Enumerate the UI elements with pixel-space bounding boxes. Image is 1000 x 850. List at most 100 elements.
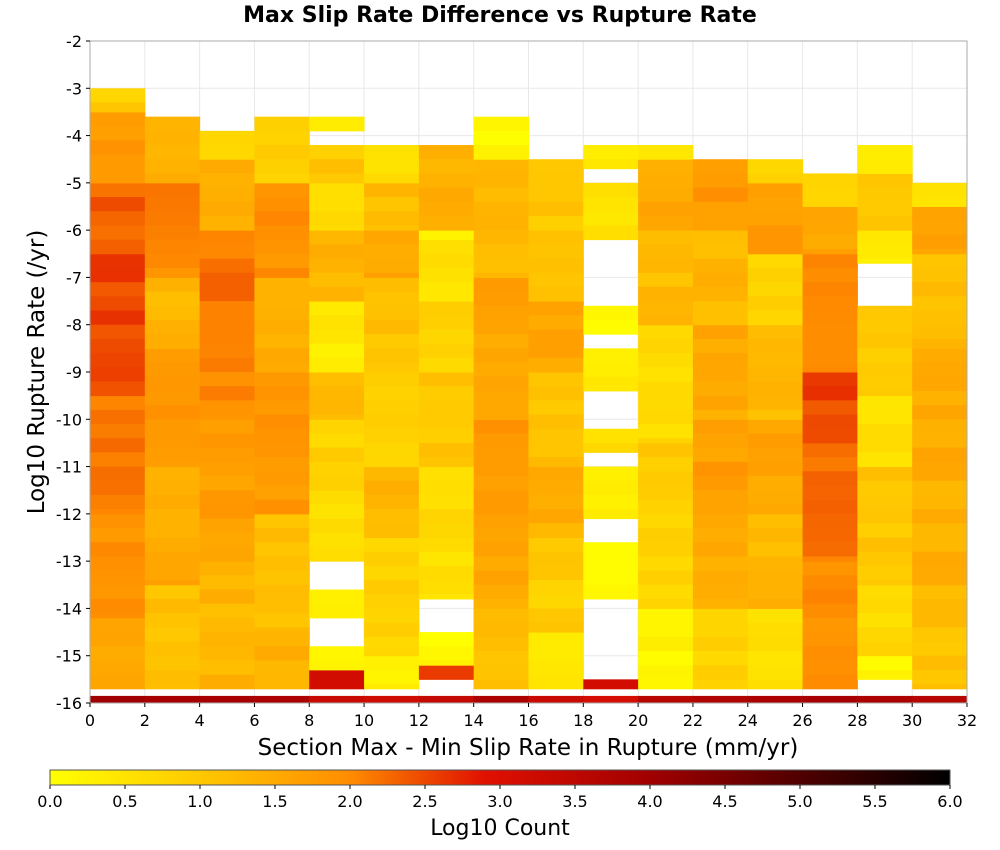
heatmap-cell: [144, 551, 201, 567]
heatmap-cell: [747, 622, 804, 638]
heatmap-cell: [857, 509, 913, 524]
heatmap-cell: [144, 319, 201, 335]
heatmap-cell: [144, 447, 201, 463]
heatmap-cell: [528, 258, 584, 274]
heatmap-cell: [473, 650, 529, 666]
heatmap-cell: [199, 159, 255, 174]
heatmap-cell: [802, 428, 858, 444]
heatmap-cell: [309, 490, 365, 505]
heatmap-cell: [309, 695, 365, 703]
heatmap-cell: [144, 116, 201, 132]
colorbar-tick-label: 4.5: [712, 792, 737, 811]
heatmap-cell: [418, 315, 475, 330]
heatmap-cell: [857, 466, 913, 482]
heatmap-cell: [802, 201, 858, 207]
heatmap-cell: [418, 480, 475, 496]
heatmap-cell: [583, 197, 639, 212]
heatmap-cell: [90, 660, 146, 676]
heatmap-cell: [90, 613, 146, 619]
heatmap-cell: [90, 424, 146, 439]
heatmap-cell: [857, 565, 913, 581]
heatmap-cell: [528, 608, 584, 624]
heatmap-cell: [747, 513, 804, 529]
heatmap-cell: [912, 695, 968, 703]
heatmap-cell: [473, 679, 529, 690]
heatmap-cell: [364, 334, 420, 349]
heatmap-cell: [144, 291, 201, 307]
heatmap-cell: [692, 258, 749, 274]
heatmap-cell: [254, 277, 310, 293]
heatmap-cell: [857, 551, 913, 567]
heatmap-cell: [199, 145, 255, 160]
heatmap-cell: [528, 244, 584, 260]
heatmap-cell: [418, 215, 475, 231]
heatmap-cell: [912, 565, 968, 581]
heatmap-cell: [473, 622, 529, 638]
heatmap-cell: [254, 428, 310, 444]
heatmap-cell: [199, 546, 255, 562]
heatmap-cell: [857, 580, 913, 586]
colorbar-tick-label: 1.0: [187, 792, 212, 811]
heatmap-cell: [199, 343, 255, 359]
heatmap-cell: [473, 277, 529, 293]
heatmap-cell: [692, 353, 749, 368]
heatmap-cell: [857, 480, 913, 496]
heatmap-cell: [747, 182, 804, 198]
heatmap-cell: [638, 324, 694, 340]
heatmap-cell: [638, 650, 694, 666]
heatmap-cell: [364, 197, 420, 212]
heatmap-cell: [747, 584, 804, 600]
heatmap-cell: [528, 537, 584, 553]
heatmap-cell: [473, 390, 529, 406]
heatmap-cell: [473, 665, 529, 680]
heatmap-cell: [912, 461, 968, 468]
heatmap-cell: [199, 414, 255, 420]
heatmap-cell: [364, 230, 420, 245]
x-tick-label: 30: [902, 711, 922, 730]
heatmap-cell: [857, 215, 913, 231]
heatmap-cell: [418, 457, 475, 468]
heatmap-cell: [418, 509, 475, 524]
heatmap-cell: [473, 145, 529, 160]
y-tick-label: -7: [66, 268, 82, 287]
colorbar-tick-label: 0.0: [37, 792, 62, 811]
heatmap-cell: [747, 310, 804, 326]
heatmap-cell: [144, 130, 201, 146]
heatmap-cell: [638, 695, 694, 703]
heatmap-cell: [199, 695, 255, 703]
heatmap-cell: [473, 376, 529, 392]
heatmap-cell: [528, 343, 584, 359]
heatmap-cell: [199, 461, 255, 477]
x-tick-label: 16: [518, 711, 538, 730]
heatmap-cell: [309, 461, 365, 477]
heatmap-cell: [528, 272, 584, 288]
heatmap-cell: [364, 480, 420, 496]
heatmap-cell: [912, 197, 968, 207]
heatmap-cell: [692, 301, 749, 316]
heatmap-cell: [199, 518, 255, 534]
heatmap-cell: [692, 315, 749, 326]
heatmap-cell: [309, 532, 365, 548]
heatmap-cell: [747, 419, 804, 434]
heatmap-cell: [747, 211, 804, 226]
heatmap-cell: [638, 570, 694, 586]
heatmap-cell: [144, 684, 201, 690]
heatmap-cell: [199, 286, 255, 302]
heatmap-cell: [638, 173, 694, 189]
heatmap-cell: [418, 580, 475, 595]
heatmap-cell: [90, 509, 146, 515]
heatmap-cell: [364, 622, 420, 638]
heatmap-cell: [199, 173, 255, 189]
heatmap-cell: [638, 636, 694, 652]
heatmap-cell: [254, 225, 310, 241]
heatmap-cell: [692, 504, 749, 515]
heatmap-cell: [692, 230, 749, 245]
heatmap-cell: [638, 258, 694, 274]
x-axis-ticks: 0 2 4 6 8 10 12 14 16 18 20 22 24 26 28 30 32: [85, 703, 977, 730]
heatmap-cell: [802, 589, 858, 605]
heatmap-cell: [364, 258, 420, 274]
heatmap-cell: [473, 695, 529, 703]
heatmap-cell: [364, 386, 420, 401]
heatmap-cell: [418, 145, 475, 160]
heatmap-cell: [309, 684, 365, 690]
